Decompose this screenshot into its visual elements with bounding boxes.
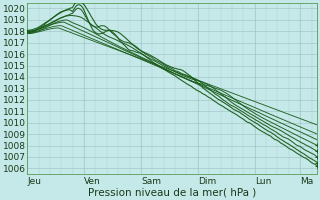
X-axis label: Pression niveau de la mer( hPa ): Pression niveau de la mer( hPa ) [88, 187, 256, 197]
